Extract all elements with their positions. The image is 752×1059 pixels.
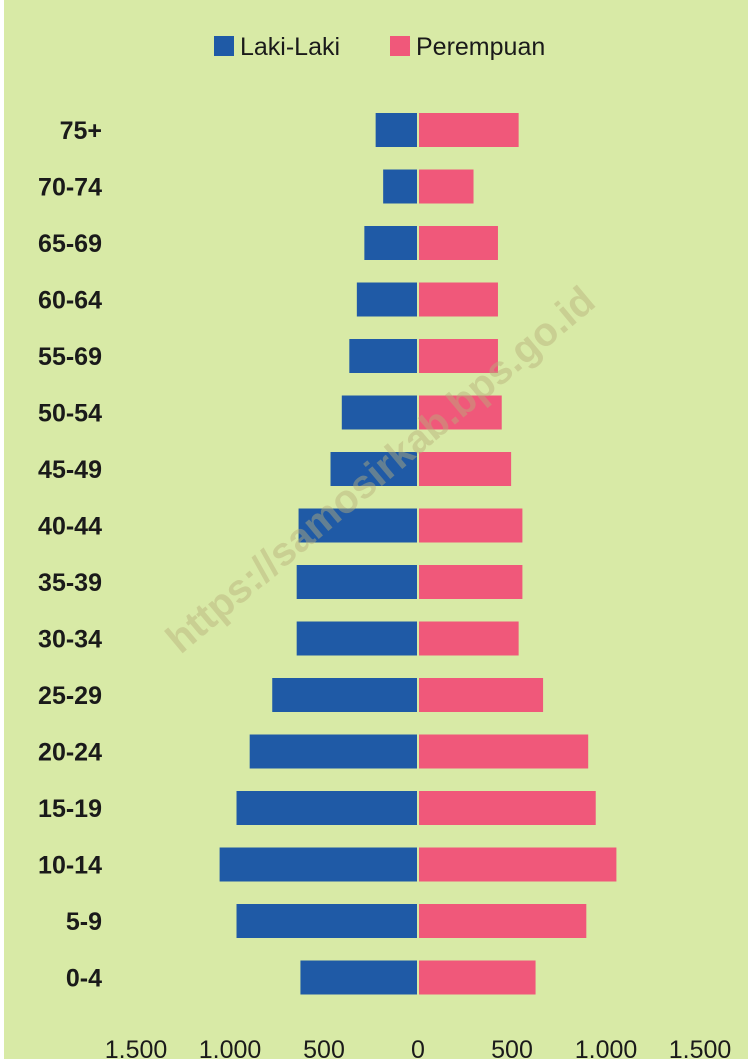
category-label: 35-39: [38, 569, 102, 597]
bar-laki-laki: [300, 960, 417, 995]
x-tick-label: 1.500: [105, 1036, 168, 1059]
legend-label-perempuan: Perempuan: [416, 33, 545, 61]
category-label: 70-74: [38, 174, 102, 202]
bar-perempuan: [419, 621, 519, 656]
bar-laki-laki: [330, 452, 417, 486]
category-label: 20-24: [38, 739, 102, 767]
x-tick-label: 0: [411, 1036, 425, 1059]
legend-item-perempuan: Perempuan: [390, 33, 545, 61]
bar-laki-laki: [298, 508, 417, 543]
category-label: 45-49: [38, 456, 102, 484]
x-tick-label: 500: [303, 1036, 345, 1059]
bar-perempuan: [419, 565, 523, 599]
category-label: 15-19: [38, 795, 102, 823]
category-label: 40-44: [38, 513, 102, 541]
bar-laki-laki: [236, 791, 417, 825]
x-tick-label: 1.000: [575, 1036, 638, 1059]
category-label: 25-29: [38, 682, 102, 710]
bar-laki-laki: [364, 226, 417, 260]
category-label: 65-69: [38, 230, 102, 258]
bar-laki-laki: [349, 339, 417, 373]
bar-perempuan: [419, 678, 544, 712]
category-label: 0-4: [66, 965, 102, 993]
x-tick-label: 1.500: [669, 1036, 732, 1059]
bar-laki-laki: [219, 847, 417, 882]
bar-laki-laki: [383, 169, 417, 204]
category-labels: 75+ 70-74 65-69 60-64 55-69 50-54 45-49 40-44 35…: [38, 117, 102, 993]
legend-item-laki-laki: Laki-Laki: [214, 33, 340, 61]
bar-perempuan: [419, 113, 519, 147]
bar-perempuan: [419, 339, 498, 373]
bars-group: [219, 113, 617, 995]
category-label: 5-9: [66, 908, 102, 936]
bar-perempuan: [419, 452, 512, 486]
bar-perempuan: [419, 960, 536, 995]
bar-perempuan: [419, 847, 617, 882]
chart-panel: Laki-Laki Perempuan 75+ 70-74 65-69 60-64 55…: [4, 0, 748, 1059]
bar-perempuan: [419, 282, 498, 317]
category-label: 30-34: [38, 626, 102, 654]
bar-laki-laki: [341, 395, 417, 430]
bar-perempuan: [419, 395, 502, 430]
category-label: 75+: [60, 117, 102, 145]
x-tick-label: 500: [491, 1036, 533, 1059]
category-label: 50-54: [38, 400, 102, 428]
legend: Laki-Laki Perempuan: [214, 33, 545, 61]
bar-perempuan: [419, 226, 498, 260]
category-label: 10-14: [38, 852, 102, 880]
watermark: https://samosirkab.bps.go.id: [158, 278, 603, 662]
bar-laki-laki: [236, 904, 417, 938]
bar-laki-laki: [249, 734, 417, 769]
x-axis-tick-labels: 1.500 1.000 500 0 500 1.000 1.500: [105, 1036, 732, 1059]
bar-perempuan: [419, 904, 587, 938]
bar-laki-laki: [272, 678, 417, 712]
legend-label-laki-laki: Laki-Laki: [240, 33, 340, 61]
population-pyramid-chart: Laki-Laki Perempuan 75+ 70-74 65-69 60-64 55…: [38, 33, 732, 1059]
bar-laki-laki: [296, 621, 417, 656]
x-tick-label: 1.000: [199, 1036, 262, 1059]
legend-swatch-laki-laki: [214, 36, 234, 56]
bar-perempuan: [419, 508, 523, 543]
bar-laki-laki: [375, 113, 417, 147]
category-label: 55-69: [38, 343, 102, 371]
bar-perempuan: [419, 791, 596, 825]
legend-swatch-perempuan: [390, 36, 410, 56]
bar-laki-laki: [296, 565, 417, 599]
category-label: 60-64: [38, 287, 102, 315]
bar-perempuan: [419, 169, 474, 204]
bar-perempuan: [419, 734, 589, 769]
bar-laki-laki: [356, 282, 417, 317]
